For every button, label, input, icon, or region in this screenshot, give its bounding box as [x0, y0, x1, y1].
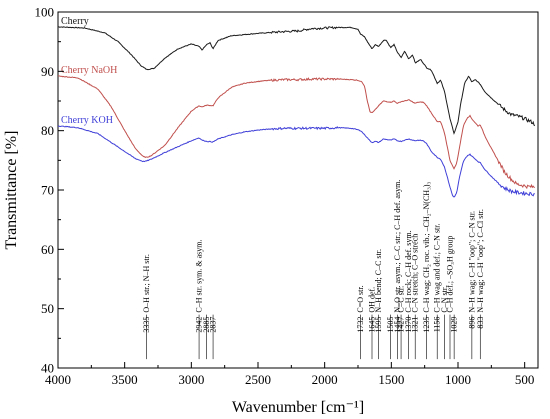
annotation-wavenumber: 1427 [397, 317, 406, 333]
annotation-assignment: C–H rock; C–H def. sym. [404, 230, 413, 312]
series-label: Cherry [61, 16, 89, 27]
annotation-wavenumber: 2837 [209, 317, 218, 333]
annotation-wavenumber: 1505 [386, 317, 395, 333]
annotation-assignment: N–H bend; C–C str. [374, 249, 383, 313]
annotation-assignment: N–O str. asym.; C–C str.; C–H def. asym. [393, 180, 402, 313]
annotation-assignment: OH def. [368, 287, 377, 313]
y-tick-label: 70 [41, 183, 54, 198]
annotation-wavenumber: 1029 [450, 317, 459, 333]
series-label: Cherry NaOH [61, 65, 117, 76]
x-tick-label: 3000 [178, 372, 204, 387]
annotation-wavenumber: 1645 [368, 317, 377, 333]
y-tick-label: 90 [41, 64, 54, 79]
annotation-wavenumber: 1235 [422, 317, 431, 333]
annotation-assignment: C=O str. [356, 285, 365, 312]
annotation-wavenumber: 1370 [404, 317, 413, 333]
y-axis-label: Transmittance [%] [3, 131, 20, 250]
y-tick-label: 50 [41, 301, 54, 316]
annotation-wavenumber: 833 [476, 317, 485, 329]
annotation-assignment: C–H def.; –SO₃H group [446, 236, 455, 313]
x-tick-label: 2000 [312, 372, 338, 387]
y-tick-label: 60 [41, 242, 54, 257]
annotation-assignment: C=C str. [397, 286, 406, 313]
series-label: Cherry KOH [61, 115, 113, 126]
y-tick-label: 40 [41, 361, 54, 376]
annotation-assignment: C–N stretch; C–O strech [411, 234, 420, 313]
series-lines: Cherry Cherry NaOH Cherry KOH [57, 16, 536, 198]
y-tick-label: 80 [41, 123, 54, 138]
x-tick-label: 3500 [112, 372, 138, 387]
x-tick-label: 4000 [45, 372, 71, 387]
annotation-wavenumber: 1156 [433, 317, 442, 333]
x-axis-label: Wavenumber [cm⁻¹] [232, 399, 364, 416]
series-line-3 [57, 125, 535, 198]
annotation-wavenumber: 2942 [195, 317, 204, 333]
plot-frame [57, 11, 539, 369]
annotation-wavenumber: 1732 [356, 317, 365, 333]
annotation-wavenumber: 1321 [411, 317, 420, 333]
annotation-assignment: C–N str. [440, 286, 449, 313]
x-tick-label: 500 [515, 372, 535, 387]
annotation-wavenumber: 1595 [374, 317, 383, 333]
annotation-assignment: N–H wag; C–H "oop"; C–N str. [467, 211, 476, 313]
series-line-2 [57, 75, 535, 190]
x-tick-label: 1500 [378, 372, 404, 387]
annotation-wavenumber: 3335 [142, 317, 151, 333]
y-tick-label: 100 [35, 5, 55, 20]
plot-area [57, 11, 539, 369]
series-line-1 [57, 25, 536, 135]
annotation-wavenumber: 2885 [202, 317, 211, 333]
x-tick-label: 2500 [245, 372, 271, 387]
annotation-assignment: C–H wag; CH₂ roc. vib.; –CH₂–N(CH₃)₃ [422, 181, 431, 312]
annotation-assignment: C–H str. sym. & asym. [195, 239, 204, 312]
annotation-assignment: N–H wag; C–H "oop"; C–Cl str. [476, 209, 485, 312]
axes: 4000 3500 3000 2500 2000 1500 1000 500 40 50 60 70 8… [35, 5, 535, 388]
annotation-assignment: O–H str.; N–H str. [142, 254, 151, 312]
band-annotations: 3335 O–H str.; N–H str. 2942 C–H str. sym. … [142, 180, 485, 360]
annotation-assignment: C–H wag and def.; C–N str. [433, 223, 442, 312]
annotation-wavenumber: 896 [467, 317, 476, 329]
annotation-wavenumber: 1454 [393, 317, 402, 333]
x-tick-label: 1000 [445, 372, 471, 387]
